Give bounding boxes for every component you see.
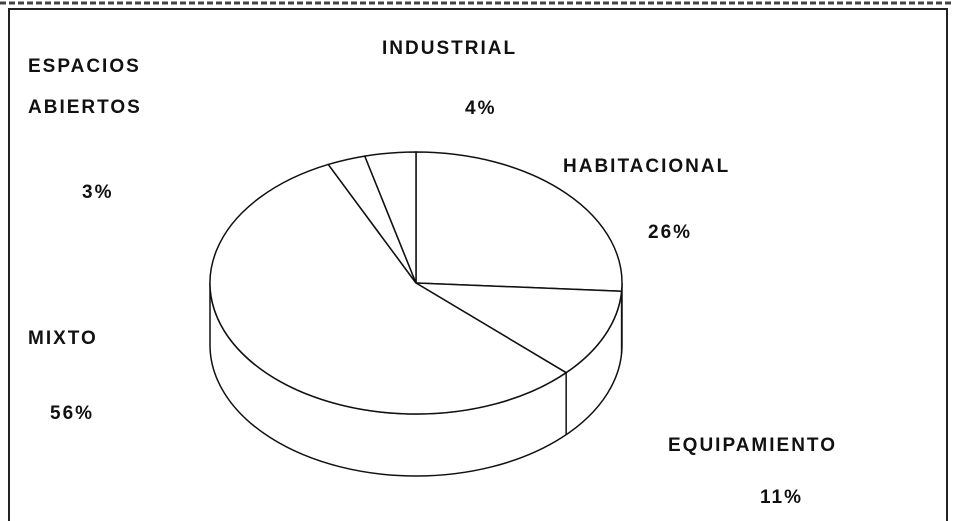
pie-slice: [209, 163, 568, 415]
slice-value-label: 11%: [760, 487, 803, 508]
pie-slice: [415, 151, 623, 293]
slice-value-label: 3%: [82, 182, 114, 203]
slice-label: EQUIPAMIENTO: [668, 435, 837, 456]
slice-label: INDUSTRIAL: [382, 38, 518, 59]
pie-slice: [363, 151, 417, 284]
slice-value-label: 26%: [648, 222, 693, 243]
slice-label: HABITACIONAL: [563, 156, 731, 177]
slice-label: ESPACIOS ABIERTOS: [28, 56, 142, 118]
slice-label: MIXTO: [28, 328, 98, 349]
slice-value-label: 56%: [50, 403, 95, 424]
pie-slice: [415, 282, 623, 374]
frame: [8, 8, 948, 521]
slice-value-label: 4%: [465, 98, 497, 119]
